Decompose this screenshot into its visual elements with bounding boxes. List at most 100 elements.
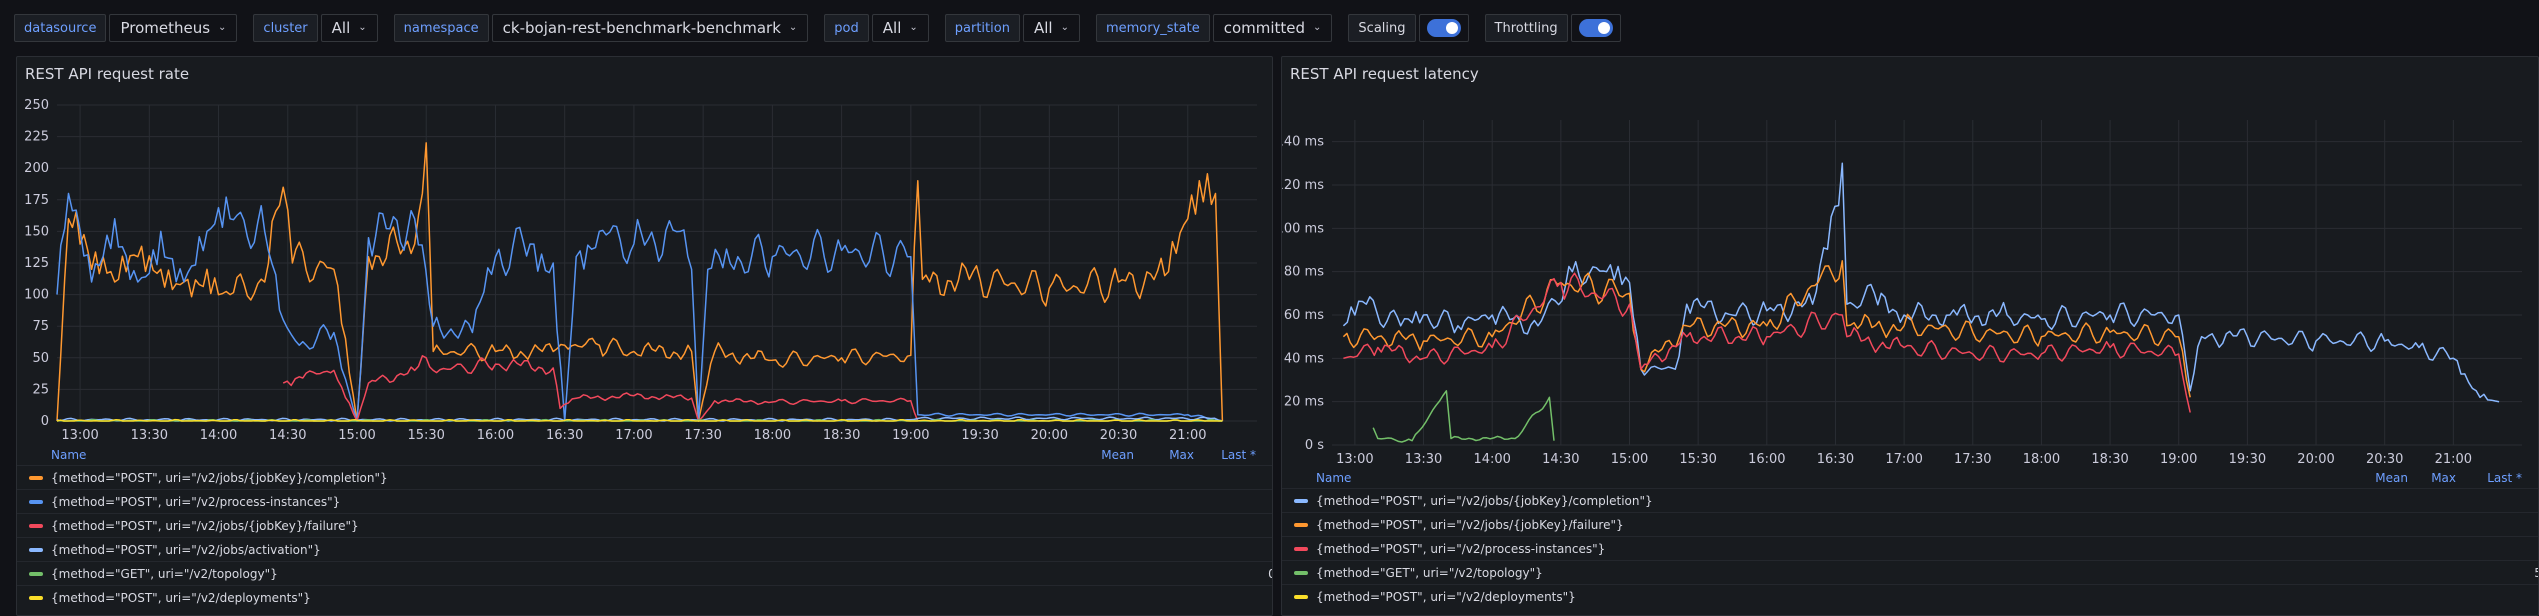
latency-panel: REST API request latency 0 s 20 ms 40 ms 60…: [1281, 56, 2539, 616]
y-tick-label: 75: [32, 319, 49, 334]
toggle-switch[interactable]: [1426, 19, 1461, 37]
legend-item[interactable]: {method="POST", uri="/v2/jobs/{jobKey}/c…: [17, 465, 1272, 489]
x-tick-label: 19:30: [961, 428, 998, 443]
legend-header-name[interactable]: Name: [1316, 471, 1352, 485]
series-line: [1342, 162, 2500, 403]
variable-value: committed: [1223, 19, 1306, 37]
legend-header-name[interactable]: Name: [51, 448, 87, 462]
y-tick-label: 50: [32, 351, 49, 366]
toggle-switch[interactable]: [1578, 19, 1613, 37]
legend-header-mean[interactable]: Mean: [2375, 471, 2408, 485]
x-tick-label: 14:00: [200, 428, 237, 443]
variable-partition: partition All ⌄: [944, 14, 1080, 42]
x-tick-label: 15:30: [1679, 452, 1716, 467]
variable-select[interactable]: ck-bojan-rest-benchmark-benchmark ⌄: [491, 14, 809, 42]
legend-item[interactable]: {method="POST", uri="/v2/jobs/{jobKey}/f…: [1282, 512, 2538, 536]
x-tick-label: 17:00: [1885, 452, 1922, 467]
y-tick-label: 200: [24, 161, 49, 176]
legend-header-last[interactable]: Last *: [1221, 448, 1256, 462]
series-line: [1372, 390, 1555, 443]
x-tick-label: 21:00: [1169, 428, 1206, 443]
variable-select[interactable]: Prometheus ⌄: [109, 14, 238, 42]
x-tick-label: 14:30: [1542, 452, 1579, 467]
x-tick-label: 16:30: [1817, 452, 1854, 467]
x-tick-label: 14:30: [269, 428, 306, 443]
y-tick-label: 20 ms: [1284, 395, 1324, 410]
y-tick-label: 100 ms: [1282, 221, 1324, 236]
y-tick-label: 225: [24, 130, 49, 145]
legend-item[interactable]: {method="POST", uri="/v2/jobs/{jobKey}/f…: [17, 513, 1272, 537]
legend-header-last[interactable]: Last *: [2487, 471, 2522, 485]
legend-item[interactable]: {method="POST", uri="/v2/deployments"}: [1282, 584, 2538, 608]
variable-datasource: datasource Prometheus ⌄: [14, 14, 238, 42]
x-tick-label: 20:00: [1031, 428, 1068, 443]
y-tick-label: 60 ms: [1284, 308, 1324, 323]
latency-legend: Name Mean Max Last * {method="POST", uri="/v…: [1282, 468, 2538, 608]
x-tick-label: 19:00: [2160, 452, 2197, 467]
chevron-down-icon: ⌄: [218, 22, 227, 33]
panel-title[interactable]: REST API request latency: [1290, 65, 1479, 83]
chevron-down-icon: ⌄: [1313, 22, 1322, 33]
variable-select[interactable]: All ⌄: [1022, 14, 1080, 42]
legend-item[interactable]: {method="GET", uri="/v2/topology"}0.0028…: [17, 561, 1272, 585]
x-tick-label: 16:00: [477, 428, 514, 443]
x-tick-label: 16:00: [1748, 452, 1785, 467]
panel-title[interactable]: REST API request rate: [25, 65, 190, 83]
rate-chart[interactable]: 0 25 50 75 100 125 150 175 200 225 250 13:00 13:30 14…: [17, 57, 1273, 616]
series-color-swatch: [29, 499, 43, 504]
series-color-swatch: [29, 475, 43, 480]
x-tick-label: 17:30: [684, 428, 721, 443]
variable-select[interactable]: committed ⌄: [1212, 14, 1333, 42]
variable-memory-state: memory_state committed ⌄: [1095, 14, 1333, 42]
x-tick-label: 17:30: [1954, 452, 1991, 467]
y-tick-label: 100: [24, 288, 49, 303]
legend-header-max[interactable]: Max: [2431, 471, 2456, 485]
variable-cluster: cluster All ⌄: [253, 14, 378, 42]
legend-item[interactable]: {method="POST", uri="/v2/process-instanc…: [17, 489, 1272, 513]
x-tick-label: 19:30: [2229, 452, 2266, 467]
y-tick-label: 120 ms: [1282, 178, 1324, 193]
legend-mean-value: 0.00286: [278, 567, 1272, 581]
y-tick-label: 0 s: [1305, 438, 1324, 453]
legend-header: Name Mean Max Last *: [17, 445, 1272, 465]
variable-bar: datasource Prometheus ⌄ cluster All ⌄ namespac…: [14, 12, 1621, 44]
legend-mean-value: 81.0: [340, 495, 1272, 509]
series-line: [56, 192, 1223, 422]
y-tick-label: 40 ms: [1284, 351, 1324, 366]
toggle-scaling: Scaling: [1348, 14, 1469, 42]
legend-series-name: {method="GET", uri="/v2/topology"}: [1316, 565, 1543, 580]
legend-item[interactable]: {method="POST", uri="/v2/deployments"}00…: [17, 585, 1272, 609]
legend-item[interactable]: {method="POST", uri="/v2/jobs/activation…: [17, 537, 1272, 561]
series-color-swatch: [29, 523, 43, 528]
latency-chart[interactable]: 0 s 20 ms 40 ms 60 ms 80 ms 100 ms 120 ms 140 m…: [1282, 57, 2539, 616]
legend-item[interactable]: {method="POST", uri="/v2/jobs/{jobKey}/c…: [1282, 488, 2538, 512]
legend-header-mean[interactable]: Mean: [1101, 448, 1134, 462]
x-tick-label: 20:30: [2366, 452, 2403, 467]
y-tick-label: 250: [24, 98, 49, 113]
toggle-label: Scaling: [1348, 14, 1416, 42]
legend-header-max[interactable]: Max: [1169, 448, 1194, 462]
variable-select[interactable]: All ⌄: [320, 14, 378, 42]
legend-item[interactable]: {method="GET", uri="/v2/topology"}5.64 m…: [1282, 560, 2538, 584]
variable-value: Prometheus: [120, 19, 211, 37]
toggle-throttling: Throttling: [1484, 14, 1621, 42]
legend-mean-value: 89.6: [388, 471, 1272, 485]
variable-label: namespace: [393, 14, 489, 42]
y-tick-label: 140 ms: [1282, 135, 1324, 150]
legend-series-name: {method="POST", uri="/v2/jobs/activation…: [51, 542, 321, 557]
variable-select[interactable]: All ⌄: [871, 14, 929, 42]
variable-label: datasource: [14, 14, 107, 42]
series-line: [282, 355, 919, 422]
y-tick-label: 0: [41, 414, 49, 429]
y-tick-label: 125: [24, 256, 49, 271]
variable-label: cluster: [253, 14, 318, 42]
grid-lines: [57, 104, 1257, 422]
x-tick-label: 13:00: [61, 428, 98, 443]
rate-panel: REST API request rate 0 25 50 75 100 125 150 17…: [16, 56, 1273, 616]
toggle-switch-container: [1570, 14, 1621, 42]
variable-value: All: [882, 19, 902, 37]
legend-item[interactable]: {method="POST", uri="/v2/process-instanc…: [1282, 536, 2538, 560]
y-tick-label: 150: [24, 224, 49, 239]
rate-legend: Name Mean Max Last * {method="POST", uri="/v…: [17, 445, 1272, 609]
legend-header: Name Mean Max Last *: [1282, 468, 2538, 488]
